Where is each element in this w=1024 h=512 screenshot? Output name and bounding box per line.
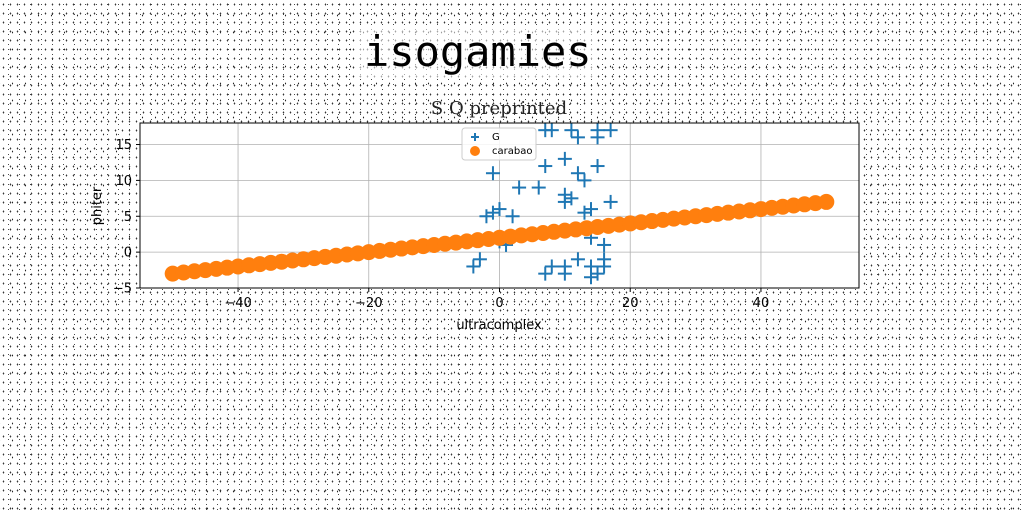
series-g-point — [472, 252, 487, 267]
legend-marker-carabao — [470, 146, 480, 156]
series-g-point — [538, 266, 553, 281]
series-g-point — [466, 259, 481, 274]
x-tick-label: 40 — [753, 296, 770, 311]
y-axis-label: phiter — [90, 186, 105, 225]
series-g-point — [512, 180, 527, 195]
series-g-point — [577, 205, 592, 220]
series-carabao-point — [818, 193, 835, 210]
series-g-point — [538, 159, 553, 174]
legend-label-carabao: carabao — [492, 146, 532, 157]
legend-box — [461, 127, 537, 161]
series-g-point — [570, 166, 585, 181]
series-g-point — [570, 130, 585, 145]
series-g-point — [564, 191, 579, 206]
series-g-point — [590, 130, 605, 145]
series-g-point — [603, 194, 618, 209]
y-tick-label: 15 — [115, 138, 132, 153]
series-g-point — [557, 187, 572, 202]
series-g-point — [597, 237, 612, 252]
y-tick-label: −5 — [113, 282, 132, 297]
series-g-point — [531, 180, 546, 195]
y-tick-label: 5 — [124, 210, 132, 225]
series-g-point — [538, 123, 553, 138]
x-axis-label: ultracomplex — [456, 318, 542, 333]
axis-ticks: −40 −20 0 20 40 −5 0 5 10 15 — [113, 138, 769, 311]
legend-label-g: G — [492, 132, 500, 143]
series-g-point — [584, 202, 599, 217]
series-g-point — [597, 259, 612, 274]
chart-title: S Q preprinted — [431, 98, 567, 119]
x-tick-label: −40 — [224, 296, 251, 311]
series-g-point — [557, 151, 572, 166]
series-g-point — [505, 209, 520, 224]
series-g-point — [584, 270, 599, 285]
series-g-point — [590, 159, 605, 174]
legend-marker-g — [471, 133, 479, 141]
series-g-point — [485, 166, 500, 181]
series-g-point — [570, 252, 585, 267]
y-tick-label: 10 — [115, 174, 132, 189]
x-tick-label: −20 — [355, 296, 382, 311]
series-g-point — [485, 205, 500, 220]
series-g-point — [577, 173, 592, 188]
page-title: isogamies — [360, 26, 596, 78]
series-g-point — [590, 266, 605, 281]
series-g-point — [564, 123, 579, 138]
series-g-point — [479, 209, 494, 224]
series-g-point — [603, 123, 618, 138]
series-layer — [164, 123, 835, 285]
y-tick-label: 0 — [124, 246, 132, 261]
x-tick-label: 0 — [495, 296, 503, 311]
series-g-point — [492, 202, 507, 217]
series-g-point — [544, 259, 559, 274]
x-tick-label: 20 — [622, 296, 639, 311]
series-g-point — [557, 266, 572, 281]
